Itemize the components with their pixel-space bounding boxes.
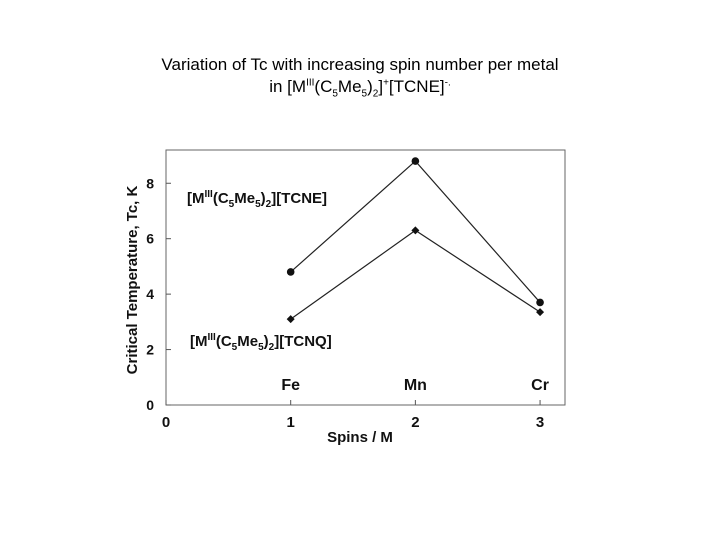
- title-sup: +: [383, 77, 389, 89]
- plot-frame: [165, 149, 566, 406]
- series-layer: [286, 157, 545, 324]
- data-point: [536, 308, 545, 317]
- y-tick-label: 4: [146, 286, 154, 302]
- x-tick-label: 2: [411, 414, 419, 431]
- slide-title: Variation of Tc with increasing spin num…: [0, 54, 720, 100]
- axis-layer: 0 1 2 3 0 2 4 6 8: [146, 175, 544, 431]
- data-point: [411, 157, 420, 165]
- y-tick-label: 8: [146, 175, 154, 191]
- title-sub: 2: [372, 88, 379, 100]
- metal-label-fe: Fe: [281, 377, 300, 394]
- series-label-0: [MIII(C5Me5)2][TCNE]: [187, 189, 327, 210]
- title-part: ]: [378, 77, 384, 96]
- x-tick-label: 1: [287, 414, 295, 431]
- title-line-1: Variation of Tc with increasing spin num…: [161, 55, 559, 74]
- y-tick-label: 2: [146, 342, 154, 358]
- title-sup: III: [306, 77, 315, 89]
- y-axis-title: Critical Temperature, Tc, K: [124, 186, 141, 375]
- title-sub: 5: [361, 88, 368, 100]
- data-point: [536, 298, 544, 307]
- title-part: ): [367, 77, 373, 96]
- title-sub: 5: [332, 88, 338, 100]
- title-part: Me: [337, 77, 362, 96]
- data-point: [286, 268, 295, 276]
- series-label-1: [MIII(C5Me5)2][TCNQ]: [190, 332, 332, 353]
- title-line-2: in [MIII(C5Me5)2]+[TCNE]-.: [0, 76, 720, 100]
- metal-label-mn: Mn: [404, 377, 427, 394]
- y-tick-label: 6: [146, 231, 154, 247]
- title-sup: -.: [444, 77, 451, 89]
- series-line-1: [290, 229, 541, 320]
- x-tick-label: 3: [536, 414, 544, 431]
- x-axis-title: Spins / M: [327, 429, 393, 446]
- metal-label-cr: Cr: [531, 377, 549, 394]
- x-tick-label: 0: [162, 414, 170, 431]
- title-part: (C: [314, 77, 333, 96]
- y-tick-label: 0: [146, 397, 154, 413]
- title-part: [TCNE]: [388, 77, 445, 96]
- title-part: in [M: [269, 77, 307, 96]
- label-layer: Fe Mn Cr [MIII(C5Me5)2][TCNE] [MIII(C5Me5)2]…: [187, 189, 549, 394]
- data-point: [286, 315, 295, 324]
- data-point: [411, 226, 420, 235]
